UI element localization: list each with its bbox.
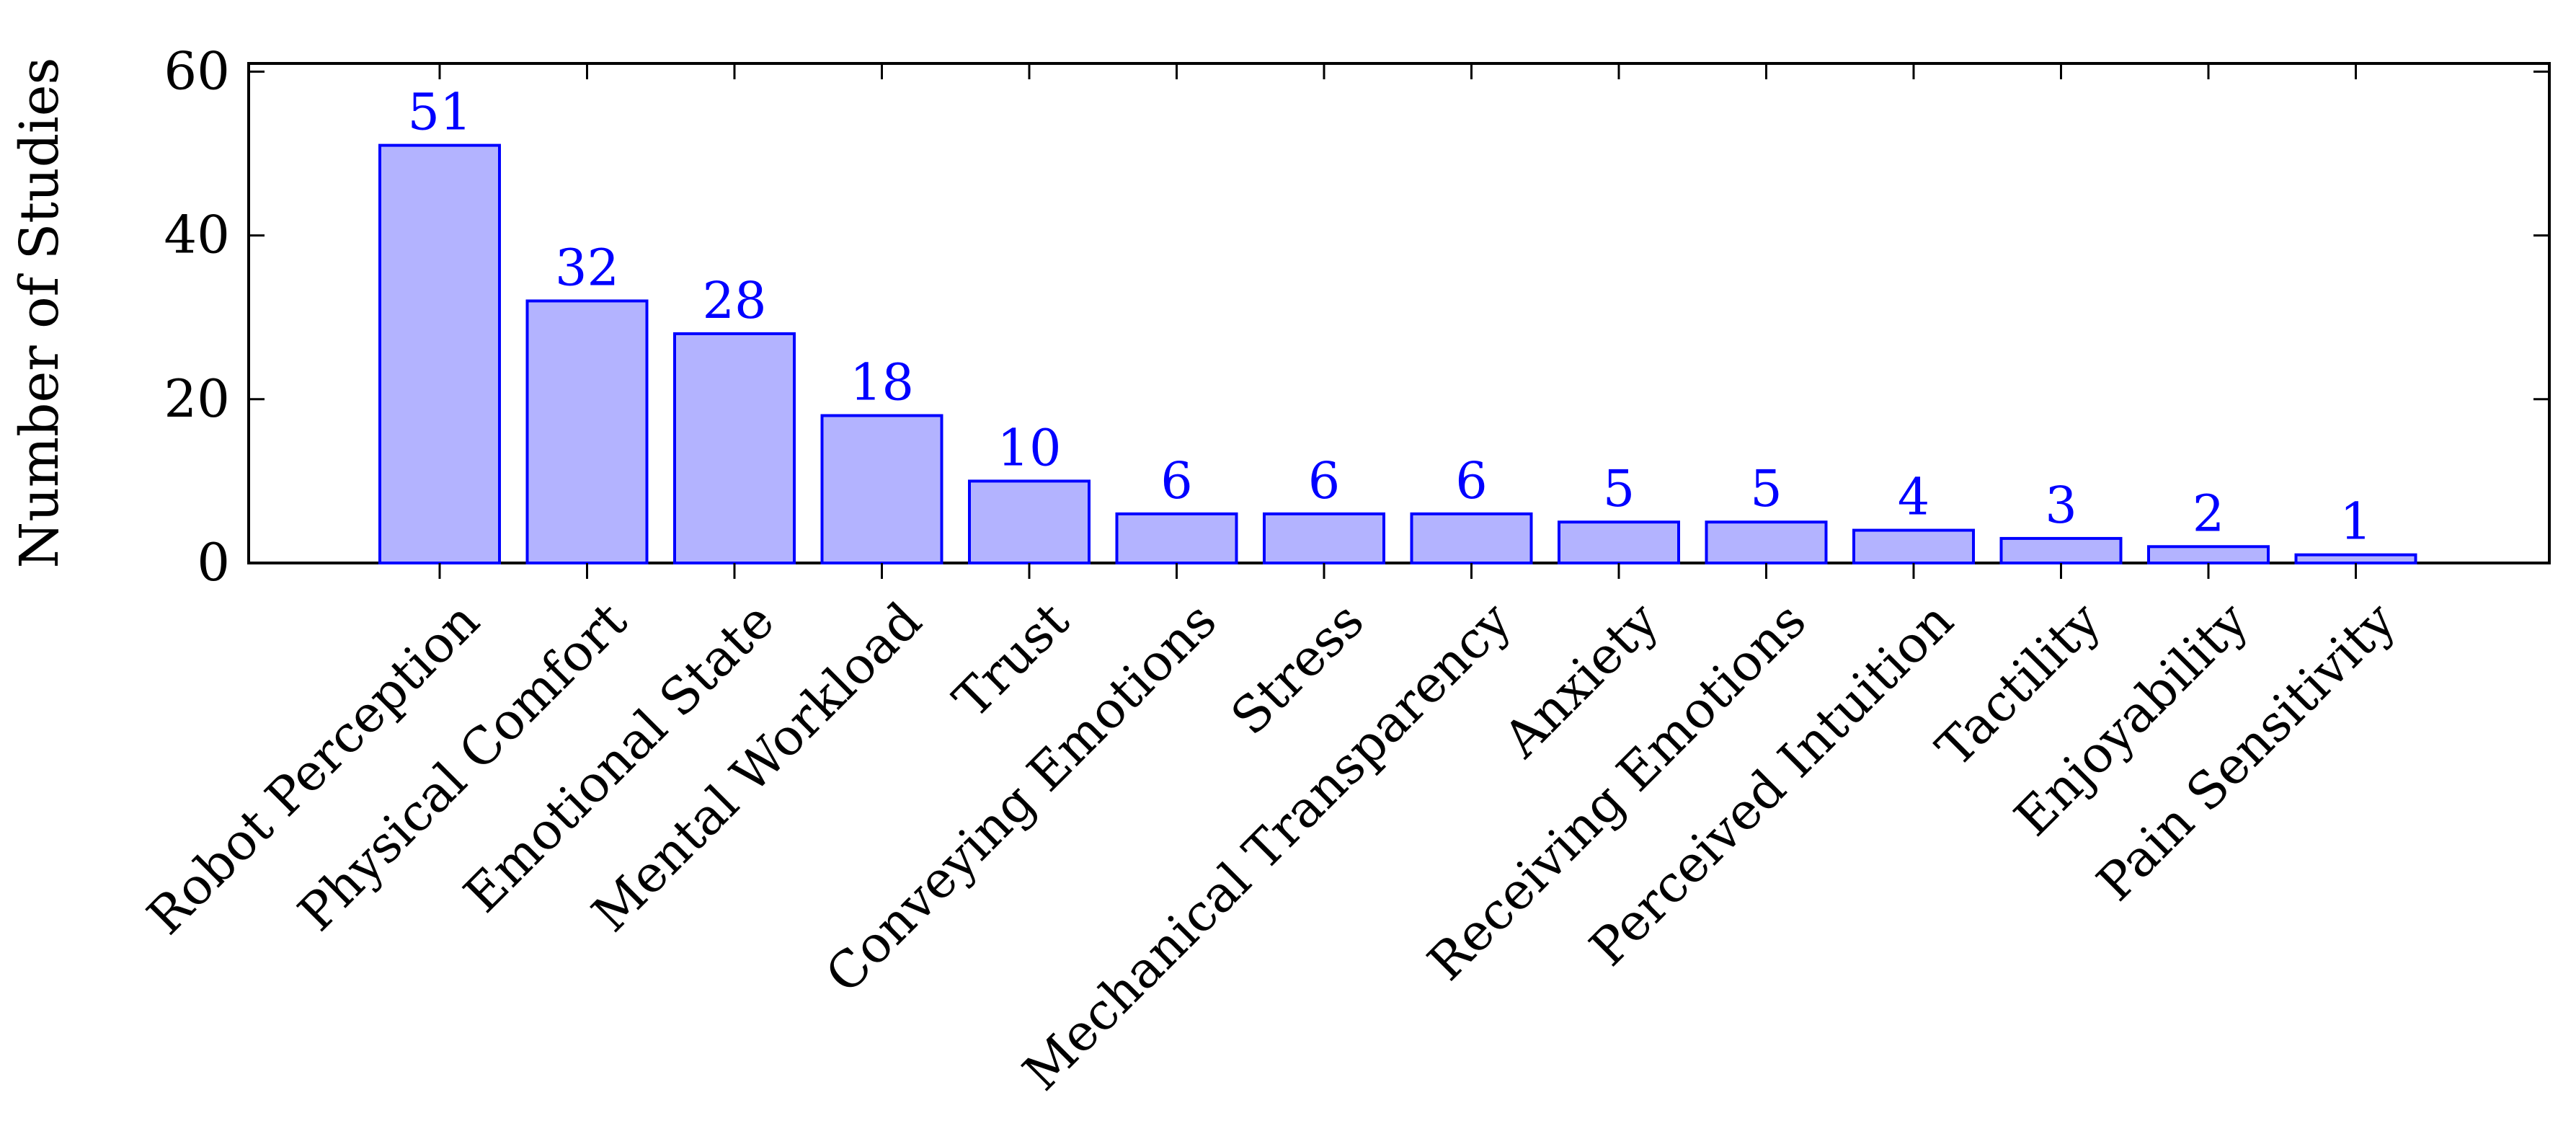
y-axis-title: Number of Studies	[9, 58, 71, 569]
data-label: 6	[1160, 451, 1193, 510]
bars-group	[378, 143, 2417, 564]
data-label: 32	[555, 238, 619, 297]
y-tick-label: 40	[164, 205, 230, 265]
y-axis-ticks: 0 20 40 60	[164, 40, 2549, 593]
y-tick-label: 20	[164, 368, 230, 429]
y-tick-label: 60	[164, 40, 230, 101]
bar	[1705, 520, 1828, 564]
data-label: 4	[1898, 468, 1930, 527]
data-label: 1	[2340, 492, 2372, 551]
data-label: 51	[407, 83, 471, 142]
data-label: 18	[850, 353, 914, 412]
bar	[820, 414, 943, 564]
data-label: 5	[1750, 459, 1782, 518]
plot-frame	[247, 62, 2551, 564]
bar	[1999, 536, 2123, 564]
data-label: 5	[1603, 459, 1635, 518]
bar	[1852, 528, 1975, 564]
bar	[968, 479, 1091, 564]
data-label: 2	[2193, 484, 2225, 543]
bar	[2147, 545, 2270, 564]
bar	[673, 332, 796, 564]
bar	[2294, 553, 2417, 564]
bar	[1263, 512, 1385, 564]
bar	[378, 143, 501, 564]
data-label: 3	[2045, 476, 2077, 535]
data-label: 28	[702, 271, 766, 330]
bar	[1115, 512, 1238, 564]
x-axis-ticks	[438, 563, 2357, 579]
bar	[1558, 520, 1680, 564]
x-tick-label: Trust	[942, 591, 1080, 730]
top-axis-ticks	[438, 63, 2357, 79]
bar	[525, 299, 649, 564]
data-label: 10	[997, 418, 1061, 477]
data-label: 6	[1455, 451, 1488, 510]
data-label: 6	[1308, 451, 1341, 510]
bar	[1410, 512, 1533, 564]
y-tick-label: 0	[197, 532, 230, 593]
